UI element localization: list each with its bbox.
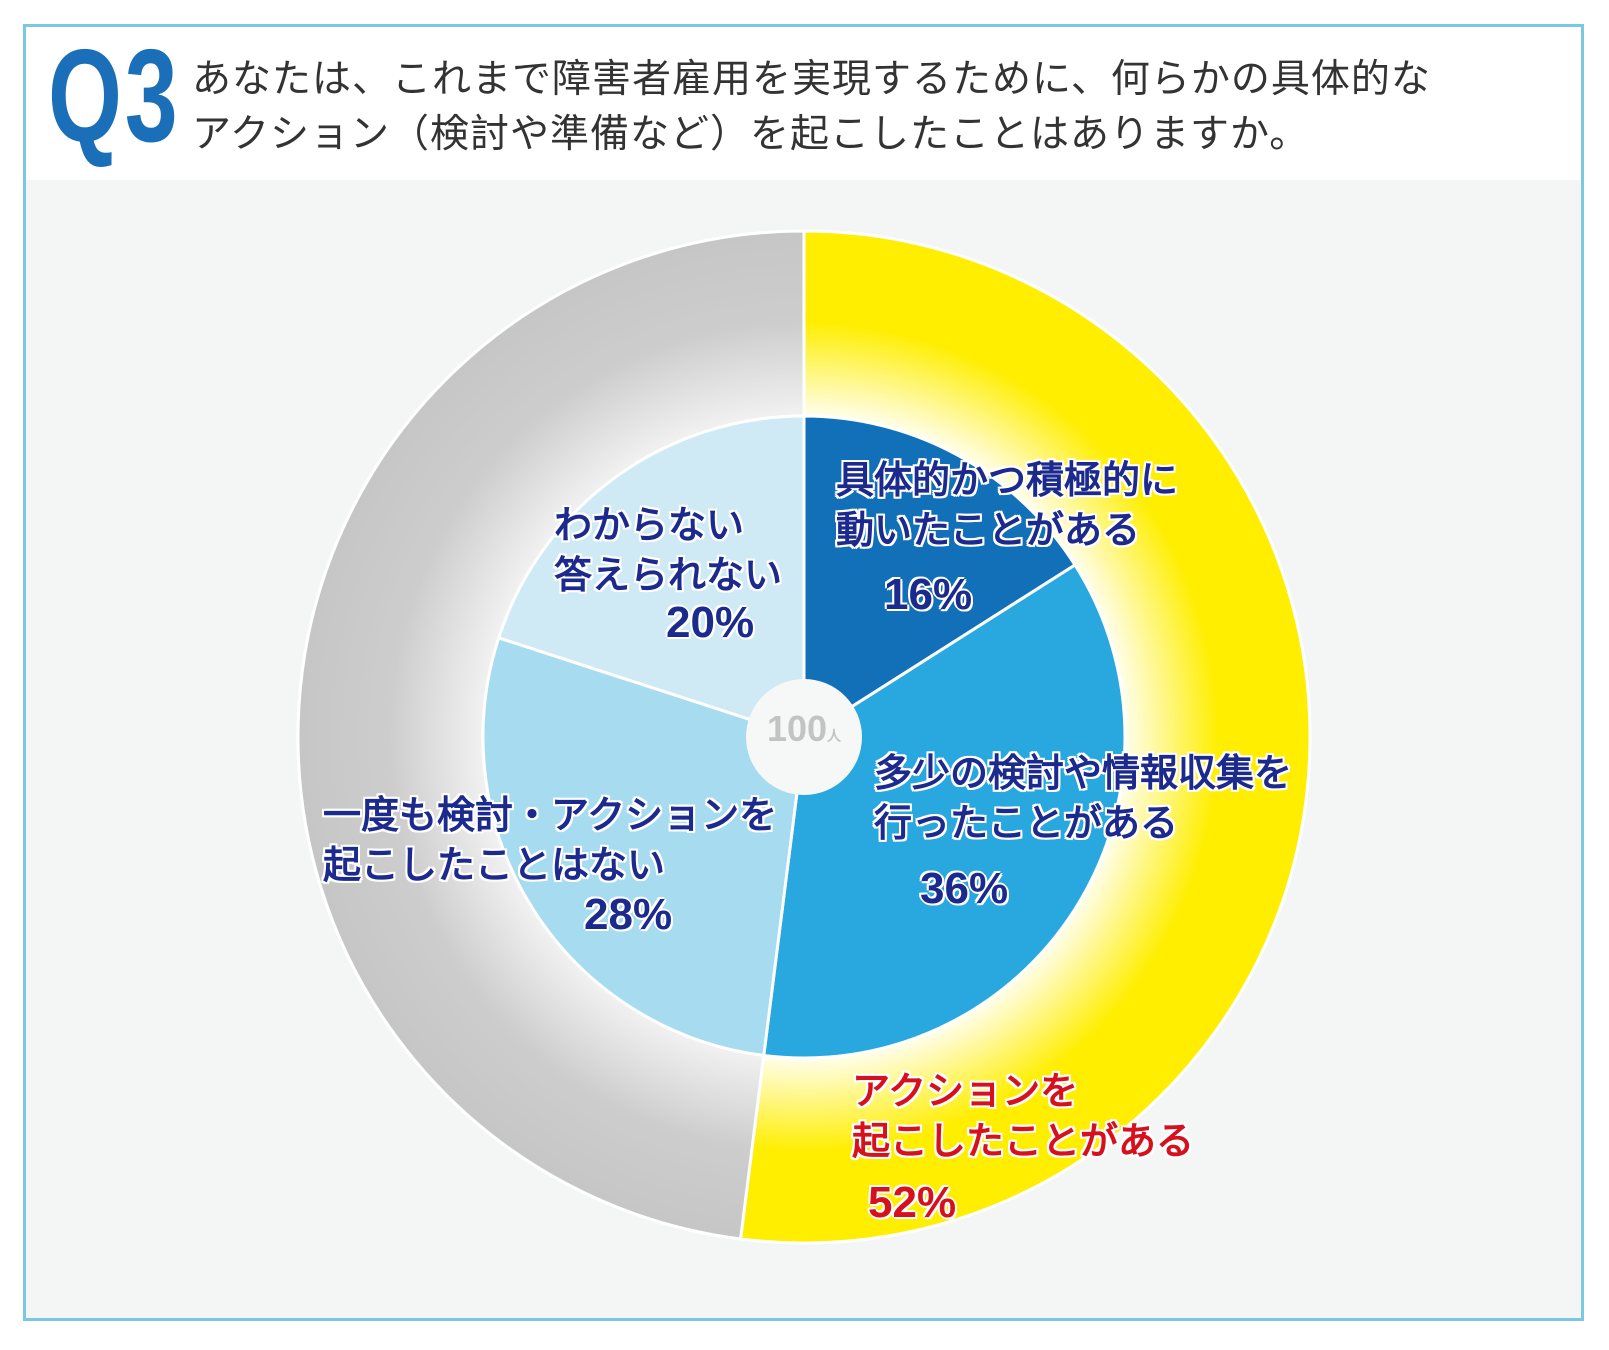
- question-line-1: あなたは、これまで障害者雇用を実現するために、何らかの具体的な: [192, 57, 1431, 102]
- label-never: 一度も検討・アクションを 起こしたことはない: [323, 793, 778, 887]
- inner-slice-2: [481, 635, 806, 1058]
- inner-slice-3: [496, 414, 806, 740]
- label-unknown: わからない 答えられない: [554, 503, 783, 597]
- question-number: Q3: [48, 22, 181, 169]
- inner-pie: [481, 414, 1127, 1060]
- value-active: 16%: [884, 570, 973, 619]
- inner-slice-1: [762, 562, 1127, 1060]
- question-text: あなたは、これまで障害者雇用を実現するために、何らかの具体的な アクション（検討…: [192, 52, 1431, 162]
- label-active: 具体的かつ積極的に 動いたことがある: [836, 458, 1179, 552]
- inner-slice-0: [802, 414, 1078, 740]
- center-hole: [746, 679, 862, 795]
- question-header: [26, 27, 1581, 180]
- total-label: 100人: [766, 708, 842, 749]
- question-line-2: アクション（検討や準備など）を起こしたことはありますか。: [192, 112, 1310, 157]
- label-some: 多少の検討や情報収集を 行ったことがある: [874, 751, 1293, 845]
- value-action-taken: 52%: [868, 1178, 957, 1227]
- value-unknown: 20%: [666, 598, 755, 647]
- label-action-taken: アクションを 起こしたことがある: [852, 1069, 1195, 1163]
- value-some: 36%: [920, 864, 1009, 913]
- value-never: 28%: [584, 890, 673, 939]
